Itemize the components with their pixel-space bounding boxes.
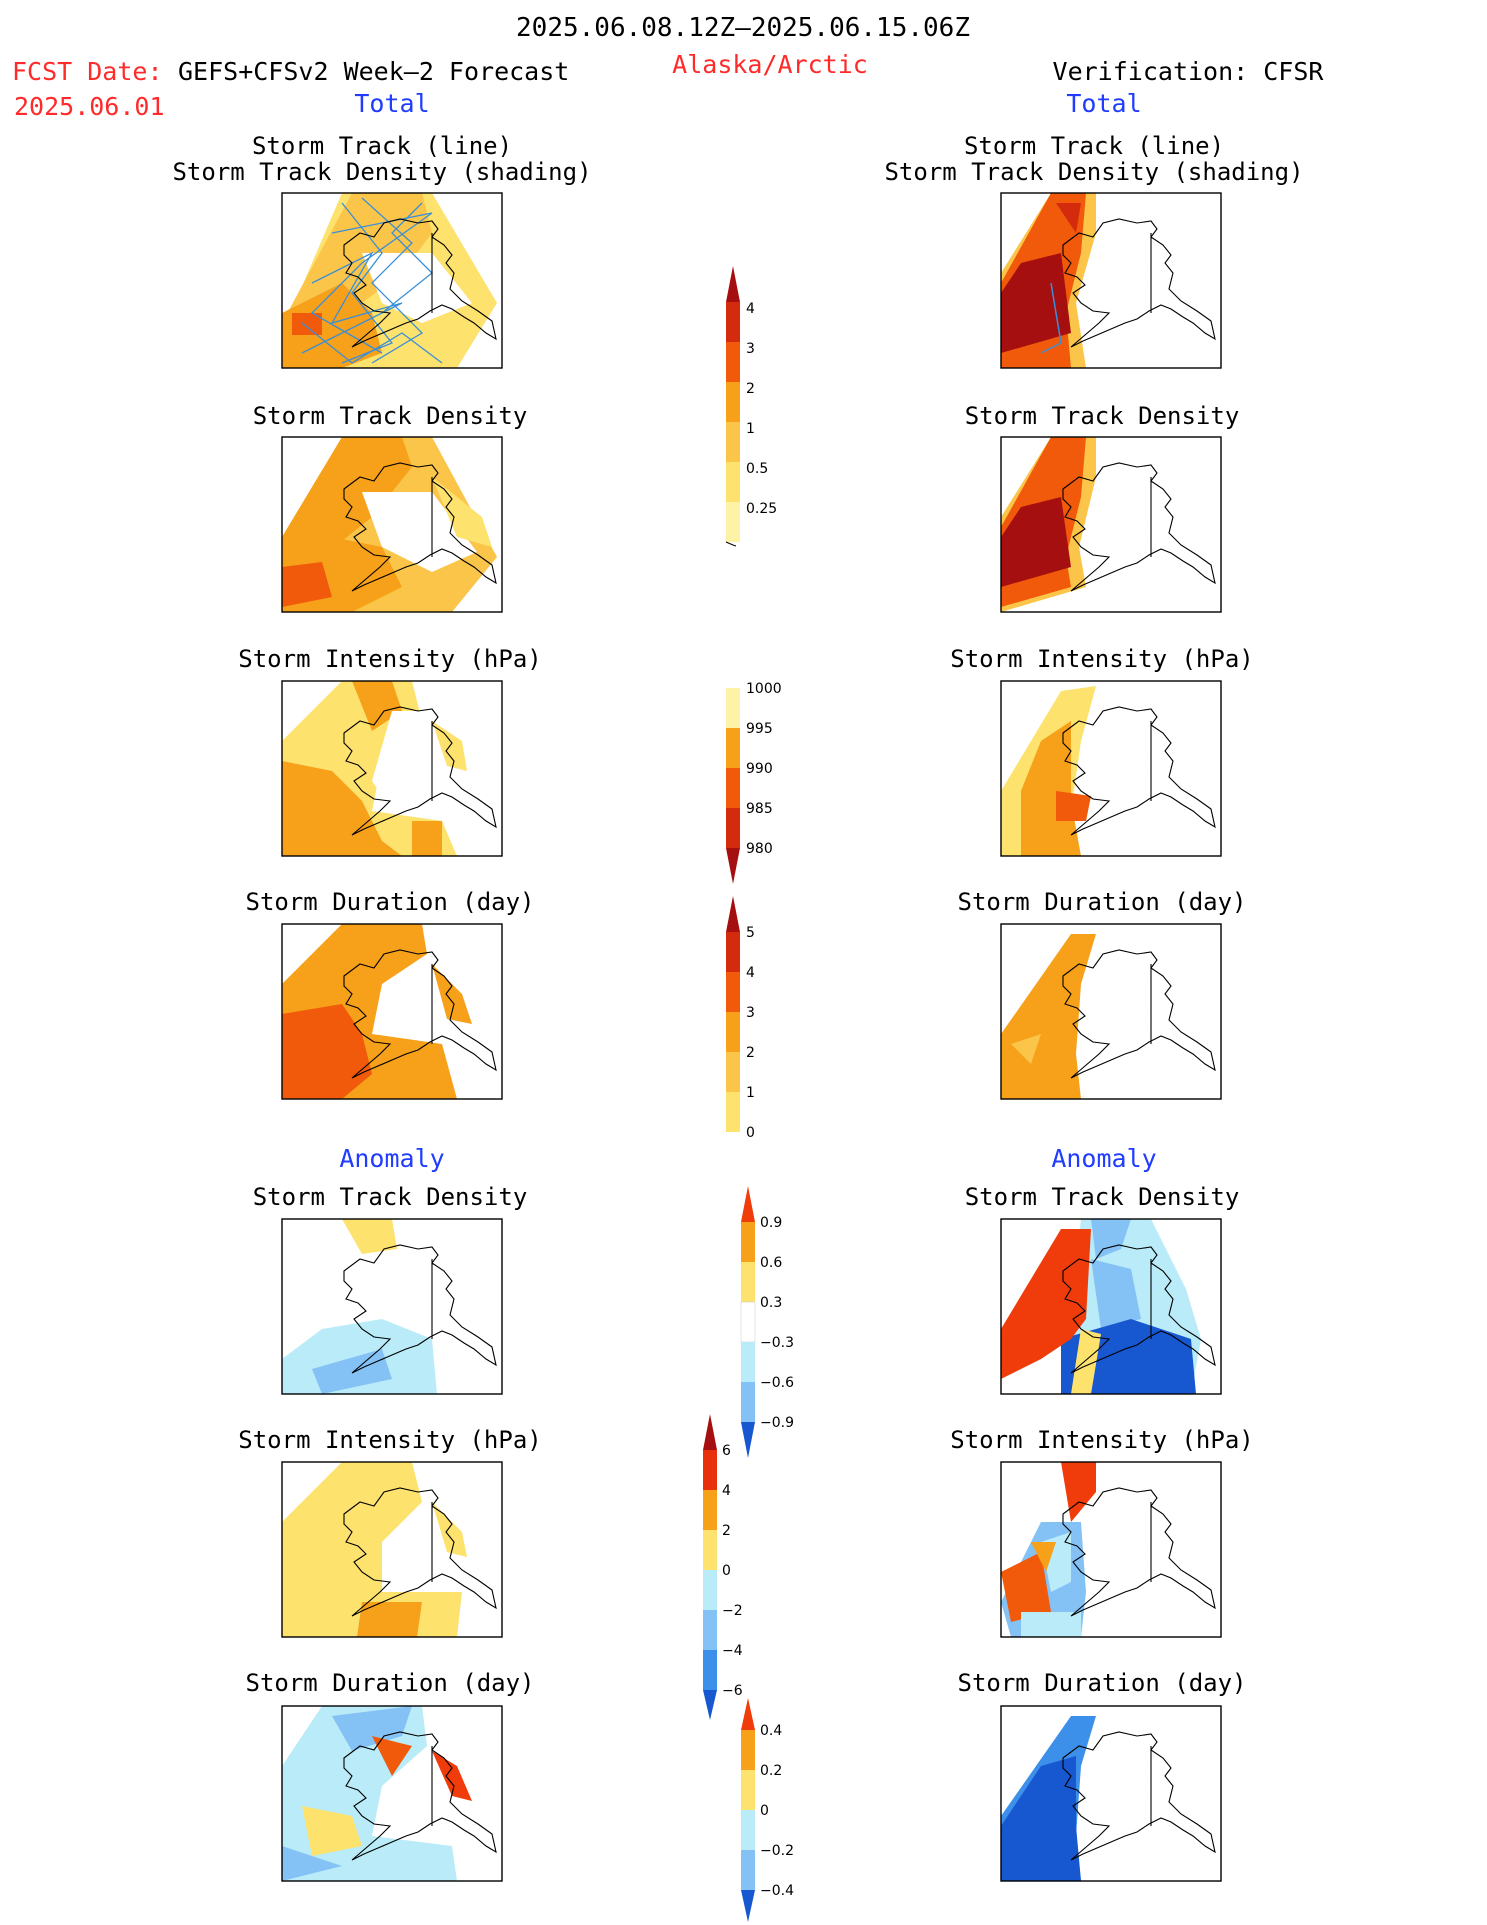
cb5-label: −6 bbox=[722, 1683, 743, 1699]
region-title: Alaska/Arctic bbox=[672, 50, 868, 79]
map-r3-intensity bbox=[1000, 680, 1222, 857]
title-r1-track-line: Storm Track (line) bbox=[963, 132, 1225, 160]
section-total-right: Total bbox=[1066, 89, 1142, 118]
cb4-label: −0.3 bbox=[760, 1335, 794, 1351]
cb4-label: −0.9 bbox=[760, 1415, 794, 1431]
colorbar-4-density-anomaly bbox=[740, 1186, 756, 1458]
title-r1-track-shading: Storm Track Density (shading) bbox=[884, 158, 1304, 186]
cb2-label: 985 bbox=[746, 801, 773, 817]
title-l3-intensity: Storm Intensity (hPa) bbox=[238, 645, 542, 673]
cb5-label: −2 bbox=[722, 1603, 743, 1619]
title-l6-intensity-anom: Storm Intensity (hPa) bbox=[238, 1426, 542, 1454]
cb4-label: 0.6 bbox=[760, 1255, 783, 1271]
title-l5-density-anom: Storm Track Density bbox=[252, 1183, 528, 1211]
cb5-label: 0 bbox=[722, 1563, 731, 1579]
title-l1-track-shading: Storm Track Density (shading) bbox=[172, 158, 592, 186]
cb2-label: 1000 bbox=[746, 681, 782, 697]
title-l2-density: Storm Track Density bbox=[252, 402, 528, 430]
colorbar-2-intensity bbox=[726, 688, 740, 884]
title-r4-duration: Storm Duration (day) bbox=[957, 888, 1247, 916]
cb5-label: 6 bbox=[722, 1443, 731, 1459]
map-r6-intensity-anom bbox=[1000, 1461, 1222, 1638]
map-l3-intensity bbox=[281, 680, 503, 857]
map-r2-density bbox=[1000, 436, 1222, 613]
cb3-label: 5 bbox=[746, 925, 755, 941]
cb6-label: −0.2 bbox=[760, 1843, 794, 1859]
section-anomaly-left: Anomaly bbox=[339, 1144, 445, 1173]
colorbar-6-duration-anomaly bbox=[741, 1698, 755, 1922]
map-l6-intensity-anom bbox=[281, 1461, 503, 1638]
period-title: 2025.06.08.12Z–2025.06.15.06Z bbox=[516, 13, 970, 43]
map-r1-track-density bbox=[1000, 192, 1222, 369]
cb3-label: 4 bbox=[746, 965, 755, 981]
cb5-label: 4 bbox=[722, 1483, 731, 1499]
cb1-label: 2 bbox=[746, 381, 755, 397]
map-r5-density-anom bbox=[1000, 1218, 1222, 1395]
title-l1-track-line: Storm Track (line) bbox=[251, 132, 513, 160]
map-l7-duration-anom bbox=[281, 1705, 503, 1882]
cb3-label: 3 bbox=[746, 1005, 755, 1021]
cb6-label: 0.2 bbox=[760, 1763, 783, 1779]
title-r5-density-anom: Storm Track Density bbox=[964, 1183, 1240, 1211]
colorbar-3-duration bbox=[726, 896, 740, 1132]
cb4-label: −0.6 bbox=[760, 1375, 794, 1391]
cb6-label: 0 bbox=[760, 1803, 769, 1819]
cb3-label: 1 bbox=[746, 1085, 755, 1101]
cb1-label: 0.25 bbox=[746, 501, 778, 517]
cb6-label: 0.4 bbox=[760, 1723, 783, 1739]
cb4-label: 0.9 bbox=[760, 1215, 783, 1231]
section-anomaly-right: Anomaly bbox=[1051, 1144, 1157, 1173]
verification-label: Verification: CFSR bbox=[1052, 57, 1324, 86]
title-r7-duration-anom: Storm Duration (day) bbox=[957, 1669, 1247, 1697]
cb2-label: 980 bbox=[746, 841, 773, 857]
cb3-label: 2 bbox=[746, 1045, 755, 1061]
title-r3-intensity: Storm Intensity (hPa) bbox=[950, 645, 1254, 673]
title-r2-density: Storm Track Density bbox=[964, 402, 1240, 430]
map-r4-duration bbox=[1000, 923, 1222, 1100]
colorbar-1-track-density bbox=[725, 266, 740, 547]
fcst-date: 2025.06.01 bbox=[14, 92, 165, 121]
map-r7-duration-anom bbox=[1000, 1705, 1222, 1882]
cb5-label: 2 bbox=[722, 1523, 731, 1539]
cb1-label: 0.5 bbox=[746, 461, 769, 477]
cb2-label: 990 bbox=[746, 761, 773, 777]
cb2-label: 995 bbox=[746, 721, 773, 737]
cb1-label: 4 bbox=[746, 301, 755, 317]
title-l7-duration-anom: Storm Duration (day) bbox=[245, 1669, 535, 1697]
map-l1-track-density bbox=[281, 192, 503, 369]
fcst-model: GEFS+CFSv2 Week–2 Forecast bbox=[178, 57, 570, 86]
cb1-label: 1 bbox=[746, 421, 755, 437]
section-total-left: Total bbox=[354, 89, 430, 118]
cb4-label: 0.3 bbox=[760, 1295, 783, 1311]
map-l5-density-anom bbox=[281, 1218, 503, 1395]
cb3-label: 0 bbox=[746, 1125, 755, 1141]
cb5-label: −4 bbox=[722, 1643, 743, 1659]
map-l2-density bbox=[281, 436, 503, 613]
cb1-label: 3 bbox=[746, 341, 755, 357]
map-l4-duration bbox=[281, 923, 503, 1100]
title-l4-duration: Storm Duration (day) bbox=[245, 888, 535, 916]
colorbar-5-intensity-anomaly bbox=[703, 1414, 717, 1720]
fcst-date-label: FCST Date: bbox=[12, 57, 163, 86]
cb6-label: −0.4 bbox=[760, 1883, 794, 1899]
title-r6-intensity-anom: Storm Intensity (hPa) bbox=[950, 1426, 1254, 1454]
